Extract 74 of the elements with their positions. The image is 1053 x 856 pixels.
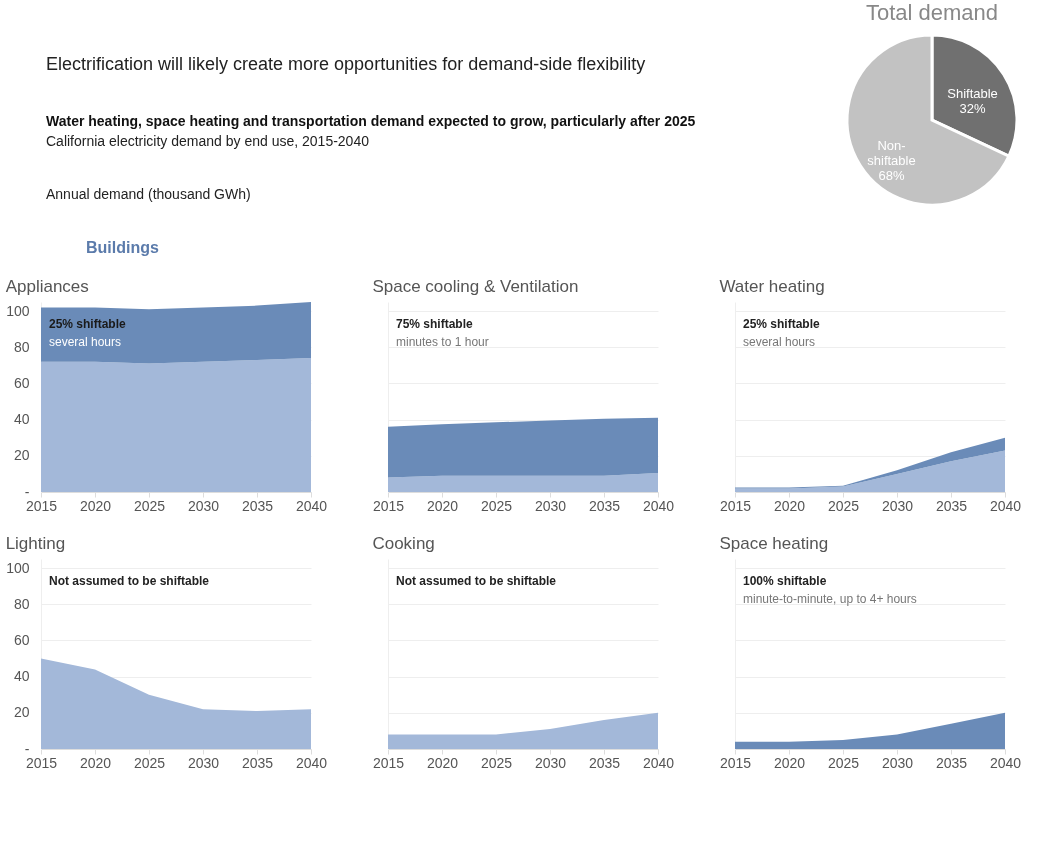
x-tick-label: 2015: [372, 497, 405, 514]
x-tick-label: 2025: [827, 754, 860, 771]
x-tick-label: 2015: [372, 754, 405, 771]
x-tick-label: 2035: [588, 497, 621, 514]
annotation: minutes to 1 hour: [396, 335, 489, 349]
x-tick-label: 2040: [642, 497, 675, 514]
x-tick-label: 2040: [295, 754, 328, 771]
annotation: several hours: [49, 335, 122, 349]
chart-title: Total demand: [865, 0, 999, 25]
x-tick-label: 2025: [133, 754, 166, 771]
annotation: minute-to-minute, up to 4+ hours: [743, 592, 917, 606]
y-tick-label: 100: [6, 302, 30, 319]
y-tick-label: 60: [13, 374, 30, 391]
x-tick-label: 2015: [25, 497, 58, 514]
y-tick-label: 40: [13, 668, 30, 685]
annotation: 25% shiftable: [743, 317, 821, 331]
x-tick-label: 2025: [480, 754, 513, 771]
x-tick-label: 2030: [187, 497, 220, 514]
x-tick-label: 2035: [241, 754, 274, 771]
text: Buildings: [86, 239, 159, 256]
slice-label: Shiftable: [947, 86, 998, 102]
x-tick-label: 2020: [426, 497, 459, 514]
y-tick-label: 80: [13, 595, 30, 612]
y-tick-label: 20: [13, 704, 30, 721]
x-tick-label: 2035: [935, 754, 968, 771]
y-tick-label: -: [24, 483, 30, 500]
x-tick-label: 2015: [719, 497, 752, 514]
annotation: Not assumed to be shiftable: [396, 574, 557, 588]
x-tick-label: 2030: [187, 754, 220, 771]
x-tick-label: 2020: [426, 754, 459, 771]
x-tick-label: 2040: [642, 754, 675, 771]
x-tick-label: 2015: [25, 754, 58, 771]
chart-title: Water heating: [719, 277, 825, 296]
y-tick-label: 20: [13, 447, 30, 464]
chart-title: Cooking: [372, 534, 435, 553]
y-tick-label: 40: [13, 411, 30, 428]
y-tick-label: 100: [6, 559, 30, 576]
x-tick-label: 2025: [133, 497, 166, 514]
x-tick-label: 2025: [827, 497, 860, 514]
x-tick-label: 2040: [989, 497, 1022, 514]
x-tick-label: 2025: [480, 497, 513, 514]
x-tick-label: 2030: [534, 754, 567, 771]
data-label: 32%: [959, 101, 986, 117]
annotation: Not assumed to be shiftable: [49, 574, 210, 588]
data-label: 68%: [878, 167, 905, 183]
x-tick-label: 2030: [881, 497, 914, 514]
x-tick-label: 2030: [881, 754, 914, 771]
x-tick-label: 2040: [295, 497, 328, 514]
annotation: 100% shiftable: [743, 574, 827, 588]
x-tick-label: 2020: [79, 754, 112, 771]
slice-label: Non-shiftable: [867, 137, 916, 168]
x-tick-label: 2020: [79, 497, 112, 514]
chart-title: Space heating: [719, 534, 829, 553]
x-tick-label: 2035: [588, 754, 621, 771]
text: Water heating, space heating and transportation demand expected to grow, particularly after 2025: [46, 113, 696, 129]
chart-title: Lighting: [5, 534, 66, 553]
y-tick-label: 60: [13, 631, 30, 648]
x-tick-label: 2035: [935, 497, 968, 514]
y-tick-label: 80: [13, 338, 30, 355]
chart-title: Appliances: [5, 277, 89, 296]
annotation: 75% shiftable: [396, 317, 474, 331]
x-tick-label: 2015: [719, 754, 752, 771]
x-tick-label: 2040: [989, 754, 1022, 771]
chart-title: Space cooling & Ventilation: [372, 277, 579, 296]
annotation: 25% shiftable: [49, 317, 127, 331]
text: Electrification will likely create more opportunities for demand-side flexibility: [46, 54, 646, 74]
annotation: several hours: [743, 335, 816, 349]
x-tick-label: 2020: [773, 754, 806, 771]
text: Annual demand (thousand GWh): [46, 186, 251, 202]
text: California electricity demand by end use, 2015-2040: [46, 133, 370, 149]
y-tick-label: -: [24, 740, 30, 757]
x-tick-label: 2020: [773, 497, 806, 514]
x-tick-label: 2035: [241, 497, 274, 514]
x-tick-label: 2030: [534, 497, 567, 514]
